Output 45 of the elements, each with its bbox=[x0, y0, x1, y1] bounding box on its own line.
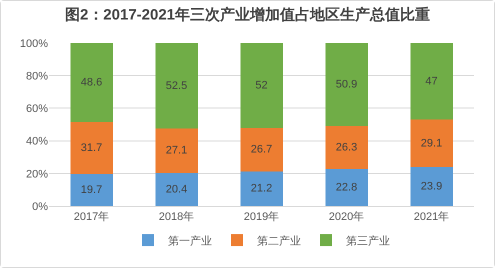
bar bbox=[325, 43, 368, 126]
data-label: 26.3 bbox=[336, 141, 358, 154]
x-tick-label: 2020年 bbox=[328, 211, 364, 224]
y-tick-label: 20% bbox=[26, 168, 48, 180]
chart-title: 图2：2017-2021年三次产业增加值占地区生产总值比重 bbox=[64, 6, 430, 24]
data-label: 52.5 bbox=[166, 80, 188, 92]
bar bbox=[240, 128, 283, 172]
bar bbox=[155, 128, 198, 173]
data-label: 21.2 bbox=[250, 182, 272, 195]
data-label: 19.7 bbox=[80, 184, 102, 196]
data-label: 29.1 bbox=[420, 137, 442, 150]
legend-label: 第一产业 bbox=[168, 234, 212, 248]
bar bbox=[240, 171, 283, 206]
bar bbox=[410, 167, 453, 206]
data-label: 50.9 bbox=[336, 78, 358, 90]
data-label: 47 bbox=[425, 75, 438, 88]
bar bbox=[325, 168, 368, 206]
x-tick-label: 2019年 bbox=[244, 211, 280, 224]
data-label: 22.8 bbox=[336, 181, 358, 194]
bar bbox=[155, 43, 198, 129]
y-tick-label: 40% bbox=[26, 136, 48, 148]
bar bbox=[240, 43, 283, 128]
data-label: 27.1 bbox=[166, 144, 188, 157]
bar bbox=[70, 122, 113, 174]
data-label: 23.9 bbox=[420, 180, 442, 193]
data-label: 26.7 bbox=[250, 144, 272, 156]
bar bbox=[410, 43, 453, 120]
data-label: 20.4 bbox=[166, 183, 188, 196]
x-tick-label: 2021年 bbox=[414, 211, 450, 224]
x-tick-label: 2018年 bbox=[158, 211, 194, 224]
bar bbox=[325, 126, 368, 169]
y-tick-label: 100% bbox=[20, 38, 48, 50]
data-label: 52 bbox=[255, 80, 268, 92]
data-label: 48.6 bbox=[80, 76, 102, 89]
legend-label: 第二产业 bbox=[257, 234, 301, 248]
bar bbox=[70, 174, 113, 206]
x-tick-label: 2017年 bbox=[74, 211, 110, 224]
legend-label: 第三产业 bbox=[346, 234, 390, 248]
bar bbox=[70, 43, 113, 122]
y-tick-label: 0% bbox=[32, 200, 48, 213]
data-label: 31.7 bbox=[80, 142, 102, 154]
y-tick-label: 60% bbox=[26, 103, 48, 116]
bar bbox=[155, 172, 198, 206]
y-tick-label: 80% bbox=[26, 70, 48, 82]
bar bbox=[410, 120, 453, 168]
